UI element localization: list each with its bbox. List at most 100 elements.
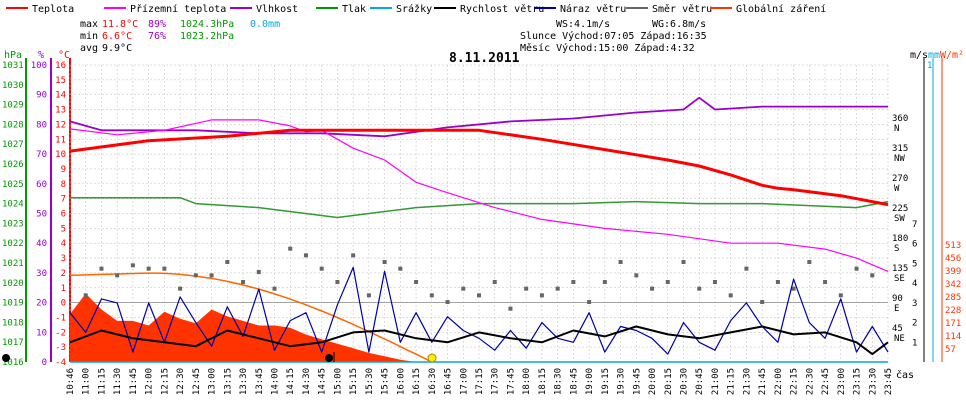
wind-direction-point — [681, 260, 686, 264]
tick-temp: 13 — [55, 106, 66, 116]
tick-wind-speed: 2 — [912, 319, 917, 329]
tick-temp: 3 — [61, 254, 66, 264]
tick-pressure: 1028 — [2, 120, 24, 130]
tick-pressure: 1022 — [2, 239, 24, 249]
tick-temp: 7 — [61, 195, 66, 205]
wind-direction-point — [665, 280, 670, 284]
wind-direction-points — [83, 246, 875, 311]
tick-pressure: 1019 — [2, 299, 24, 309]
wind-direction-point — [130, 263, 135, 268]
tick-temp: 2 — [61, 269, 66, 279]
wind-direction-point — [162, 266, 167, 271]
sun-info: Slunce Východ:07:05 Západ:16:35 — [520, 30, 707, 42]
tick-wind-dir-deg: 270 — [892, 174, 908, 184]
tick-pressure: 1017 — [2, 338, 24, 348]
tick-wind-dir-name: SE — [894, 274, 905, 284]
tick-wind-dir-name: S — [894, 244, 899, 254]
wind-direction-point — [115, 273, 120, 278]
tick-time: 23:15 — [853, 368, 863, 395]
stat-max-rain: 0.0mm — [250, 19, 280, 30]
stat-max-hum: 89% — [148, 19, 166, 30]
wind-direction-point — [555, 286, 560, 291]
tick-time: 19:15 — [601, 368, 611, 395]
tick-time: 11:00 — [82, 368, 92, 395]
wind-direction-point — [445, 300, 450, 304]
tick-time: 14:15 — [286, 368, 296, 395]
axis-unit-ms: m/s — [910, 50, 928, 61]
tick-wind-dir-deg: 45 — [892, 324, 903, 334]
tick-time: 16:15 — [412, 368, 422, 395]
wind-speed-info: WS:4.1m/s — [556, 19, 610, 30]
tick-wind-speed: 6 — [912, 240, 917, 250]
tick-temp: 15 — [55, 76, 66, 86]
tick-temp: 5 — [61, 224, 66, 234]
wind-direction-point — [335, 280, 340, 284]
series-prizemni-teplota — [69, 119, 889, 272]
tick-pressure: 1030 — [2, 81, 24, 91]
tick-temp: 11 — [55, 135, 66, 145]
wind-direction-point — [178, 286, 183, 291]
wind-direction-point — [319, 266, 324, 271]
wind-direction-point — [697, 286, 702, 291]
tick-time: 14:45 — [318, 368, 328, 395]
wind-direction-point — [146, 266, 151, 271]
wind-direction-point — [225, 260, 230, 264]
tick-time: 11:15 — [97, 368, 107, 395]
wind-direction-point — [351, 253, 356, 258]
tick-wind-dir-name: NE — [894, 334, 905, 344]
stat-max-temp: 11.8°C — [102, 19, 138, 30]
tick-temp: 10 — [55, 150, 66, 160]
wind-direction-point — [83, 293, 88, 298]
tick-radiation: 57 — [945, 345, 956, 355]
wind-direction-point — [241, 280, 246, 284]
axis-unit-wm2: W/m² — [940, 50, 964, 61]
wind-direction-point — [429, 293, 434, 298]
tick-pressure: 1020 — [2, 279, 24, 289]
tick-wind-speed: 4 — [912, 279, 917, 289]
wind-direction-point — [807, 260, 812, 264]
legend-globalni-zareni: Globální záření — [736, 3, 826, 15]
wind-direction-point — [508, 306, 513, 311]
wind-direction-point — [587, 300, 592, 304]
tick-time: 10:46 — [66, 368, 76, 395]
tick-wind-dir-name: SW — [894, 214, 905, 224]
tick-temp: 12 — [55, 120, 66, 130]
tick-humidity: 20 — [36, 299, 47, 309]
wind-direction-point — [618, 260, 623, 264]
tick-pressure: 1018 — [2, 318, 24, 328]
wind-direction-point — [760, 300, 765, 304]
wind-direction-point — [256, 270, 261, 274]
wind-direction-point — [728, 293, 733, 298]
tick-time: 11:45 — [129, 368, 139, 395]
wind-direction-point — [838, 293, 843, 298]
tick-time: 17:30 — [491, 368, 501, 395]
wind-direction-point — [775, 280, 780, 284]
wind-direction-point — [209, 273, 214, 278]
tick-radiation: 114 — [945, 332, 961, 342]
tick-temp: -3 — [55, 343, 66, 353]
chart-title: 8.11.2011 — [449, 51, 520, 66]
wind-direction-point — [398, 266, 403, 271]
tick-time: 15:30 — [365, 368, 375, 395]
series-lines — [69, 96, 889, 363]
tick-humidity: 10 — [36, 328, 47, 338]
wind-info: WS:4.1m/s WG:6.8m/s Slunce Východ:07:05 … — [520, 19, 707, 54]
wind-direction-point — [712, 280, 717, 284]
wind-gust-info: WG:6.8m/s — [652, 19, 706, 30]
tick-humidity: 90 — [36, 91, 47, 101]
axis-unit-degc: °C — [58, 50, 70, 61]
series-vlhkost — [69, 96, 888, 138]
tick-time: 23:45 — [884, 368, 894, 395]
wind-direction-point — [414, 280, 419, 284]
tick-wind-dir-name: NW — [894, 154, 905, 164]
wind-direction-point — [744, 266, 749, 271]
stats-block: max 11.8°C 89% 1024.3hPa 0.0mm min 6.6°C… — [80, 19, 280, 54]
tick-wind-dir-deg: 315 — [892, 144, 908, 154]
marker-moonrise — [325, 354, 333, 362]
tick-humidity: 30 — [36, 269, 47, 279]
wind-direction-point — [650, 286, 655, 291]
tick-time: 15:45 — [381, 368, 391, 395]
tick-wind-dir-deg: 225 — [892, 204, 908, 214]
